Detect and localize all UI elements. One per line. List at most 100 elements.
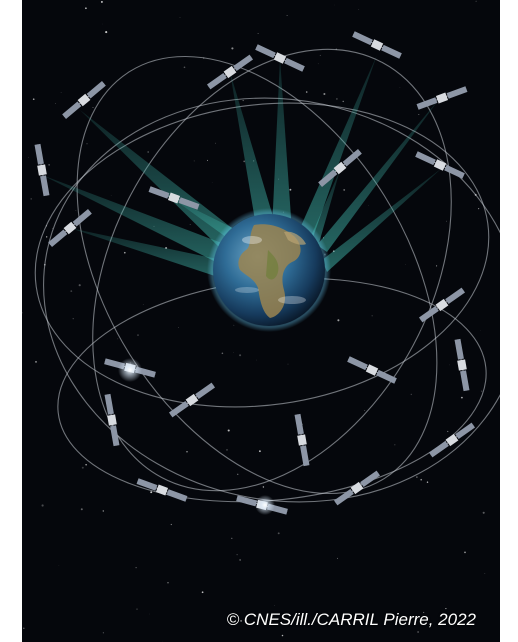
star xyxy=(55,103,56,104)
star xyxy=(189,224,191,225)
star xyxy=(102,510,105,512)
star xyxy=(281,634,284,637)
star xyxy=(147,151,150,153)
star xyxy=(243,160,246,163)
satellite xyxy=(428,422,476,458)
star xyxy=(48,164,50,166)
satellite xyxy=(415,151,465,179)
star xyxy=(323,92,326,96)
star xyxy=(274,605,275,606)
satellite xyxy=(206,54,254,90)
star xyxy=(105,31,108,34)
star xyxy=(405,264,406,265)
star xyxy=(136,608,138,610)
star xyxy=(236,554,238,556)
star xyxy=(262,486,265,488)
star xyxy=(78,284,81,287)
star xyxy=(123,251,126,254)
satellite xyxy=(136,478,188,502)
orbit-ring xyxy=(43,97,500,503)
satellite xyxy=(255,44,305,72)
star xyxy=(445,608,447,610)
star xyxy=(256,359,257,361)
star xyxy=(137,334,139,336)
star xyxy=(178,327,179,328)
star xyxy=(231,537,233,539)
star xyxy=(337,557,339,559)
orbit-ring xyxy=(92,48,452,492)
satellite xyxy=(352,31,402,59)
star xyxy=(102,632,104,634)
star xyxy=(233,324,235,326)
satellite-constellation-picture xyxy=(22,0,500,642)
star xyxy=(170,523,172,526)
star xyxy=(179,17,181,18)
star xyxy=(277,532,280,535)
orbit-ring xyxy=(34,102,490,408)
star xyxy=(399,87,401,89)
star xyxy=(85,464,87,466)
star xyxy=(410,393,412,396)
star xyxy=(319,54,321,56)
star xyxy=(342,100,344,103)
star xyxy=(436,265,438,267)
star xyxy=(85,7,87,10)
star xyxy=(30,198,32,200)
satellite xyxy=(416,86,468,110)
star xyxy=(343,188,346,191)
star xyxy=(460,396,463,399)
satellites xyxy=(34,31,476,515)
signal-beams xyxy=(42,55,442,280)
star xyxy=(305,91,308,93)
star xyxy=(242,99,244,102)
star xyxy=(214,142,217,144)
star xyxy=(416,476,418,478)
star xyxy=(86,143,88,145)
star xyxy=(289,188,292,191)
star xyxy=(193,160,195,162)
satellite xyxy=(62,80,106,120)
satellite xyxy=(347,356,397,384)
star xyxy=(449,364,450,366)
star xyxy=(81,466,84,469)
star xyxy=(336,98,338,100)
sun-glint xyxy=(255,495,275,515)
satellite xyxy=(48,208,92,248)
star xyxy=(226,449,228,451)
star xyxy=(426,481,429,483)
star xyxy=(446,220,448,222)
star xyxy=(92,107,94,108)
star xyxy=(482,511,485,514)
star xyxy=(337,319,340,322)
star xyxy=(231,47,234,50)
star xyxy=(481,390,483,392)
star xyxy=(201,591,204,594)
star xyxy=(46,236,48,238)
star xyxy=(100,0,103,3)
star xyxy=(484,573,486,575)
star xyxy=(142,304,144,305)
star xyxy=(447,430,449,432)
satellite xyxy=(454,338,470,392)
star xyxy=(183,66,186,69)
satellite xyxy=(104,393,120,447)
star xyxy=(35,361,37,363)
star xyxy=(207,159,208,161)
star xyxy=(28,157,29,158)
star xyxy=(475,0,477,2)
satellite xyxy=(318,148,362,188)
star xyxy=(478,208,480,210)
star xyxy=(22,312,23,314)
star xyxy=(72,318,74,320)
star xyxy=(117,338,119,340)
star xyxy=(70,290,73,292)
star xyxy=(150,491,153,494)
space-illustration: © CNES/ill./CARRIL Pierre, 2022 xyxy=(22,0,500,642)
satellite xyxy=(148,186,200,210)
star xyxy=(227,429,230,432)
star xyxy=(23,627,25,629)
satellite xyxy=(418,287,466,323)
star xyxy=(221,352,224,355)
star xyxy=(317,63,319,65)
